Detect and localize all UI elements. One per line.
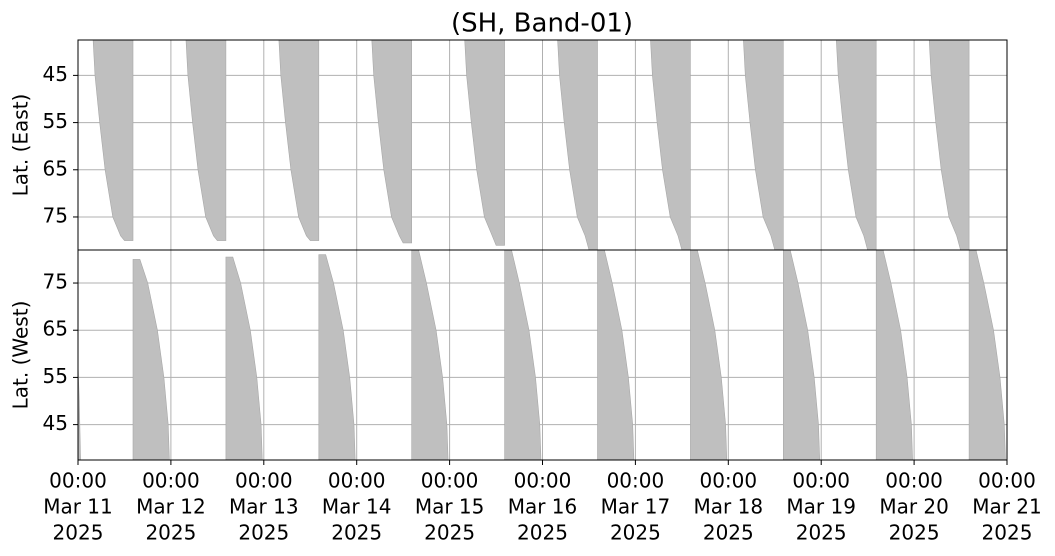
x-tick-label: 00:00	[607, 469, 665, 493]
x-tick-label: Mar 17	[601, 495, 671, 519]
y-tick-label: 45	[43, 411, 68, 435]
coverage-band	[928, 40, 970, 251]
x-tick-label: 2025	[796, 521, 847, 545]
x-tick-label: Mar 12	[136, 495, 206, 519]
x-tick-label: Mar 13	[229, 495, 299, 519]
coverage-band	[504, 249, 542, 460]
coverage-band	[875, 249, 913, 460]
x-tick-label: 2025	[982, 521, 1033, 545]
x-tick-label: 00:00	[514, 469, 572, 493]
coverage-band	[783, 249, 821, 460]
x-tick-label: Mar 11	[43, 495, 113, 519]
coverage-band	[557, 40, 598, 251]
x-tick-label: 00:00	[792, 469, 850, 493]
x-tick-label: Mar 21	[972, 495, 1042, 519]
x-tick-label: Mar 16	[508, 495, 578, 519]
y-axis-label: Lat. (East)	[9, 94, 33, 197]
y-tick-label: 55	[43, 364, 68, 388]
y-axis-label: Lat. (West)	[9, 301, 33, 410]
y-tick-label: 65	[43, 317, 68, 341]
coverage-band	[371, 40, 412, 244]
x-tick-label: 2025	[889, 521, 940, 545]
x-tick-label: Mar 19	[786, 495, 856, 519]
x-tick-label: Mar 20	[879, 495, 949, 519]
coverage-band	[743, 40, 784, 251]
x-tick-label: 2025	[610, 521, 661, 545]
y-tick-label: 75	[43, 270, 68, 294]
x-tick-label: 2025	[517, 521, 568, 545]
y-tick-label: 55	[43, 109, 68, 133]
x-tick-label: 00:00	[699, 469, 757, 493]
x-tick-label: Mar 15	[415, 495, 485, 519]
plot-area	[78, 40, 1006, 460]
x-tick-label: 2025	[331, 521, 382, 545]
chart-title: (SH, Band-01)	[451, 9, 633, 39]
x-tick-label: 00:00	[235, 469, 293, 493]
axes: 45 55 65 75 Lat. (East) 45 55 65 75 Lat. (West) 00…	[9, 39, 1042, 545]
x-tick-label: Mar 18	[694, 495, 764, 519]
coverage-band	[411, 249, 449, 460]
x-tick-label: Mar 14	[322, 495, 392, 519]
x-tick-label: 00:00	[421, 469, 479, 493]
x-tick-label: 2025	[53, 521, 104, 545]
coverage-band	[78, 363, 81, 460]
coverage-band	[225, 256, 263, 460]
coverage-band	[132, 259, 170, 460]
coverage-band	[278, 40, 320, 241]
coverage-band	[968, 249, 1006, 460]
x-tick-label: 2025	[238, 521, 289, 545]
coverage-band	[597, 249, 635, 460]
x-tick-label: 00:00	[978, 469, 1036, 493]
x-tick-label: 2025	[145, 521, 196, 545]
y-tick-label: 45	[43, 62, 68, 86]
coverage-band	[690, 249, 728, 460]
coverage-band	[185, 40, 227, 241]
y-tick-label: 65	[43, 156, 68, 180]
x-tick-label: 00:00	[49, 469, 107, 493]
x-tick-label: 00:00	[142, 469, 200, 493]
coverage-band	[835, 40, 877, 251]
x-tick-label: 00:00	[885, 469, 943, 493]
x-tick-label: 2025	[424, 521, 475, 545]
x-tick-label: 00:00	[328, 469, 386, 493]
x-tick-label: 2025	[703, 521, 754, 545]
coverage-band	[464, 40, 505, 246]
coverage-band	[92, 40, 134, 241]
coverage-band	[318, 254, 356, 460]
coverage-band	[650, 40, 691, 251]
y-tick-label: 75	[43, 203, 68, 227]
